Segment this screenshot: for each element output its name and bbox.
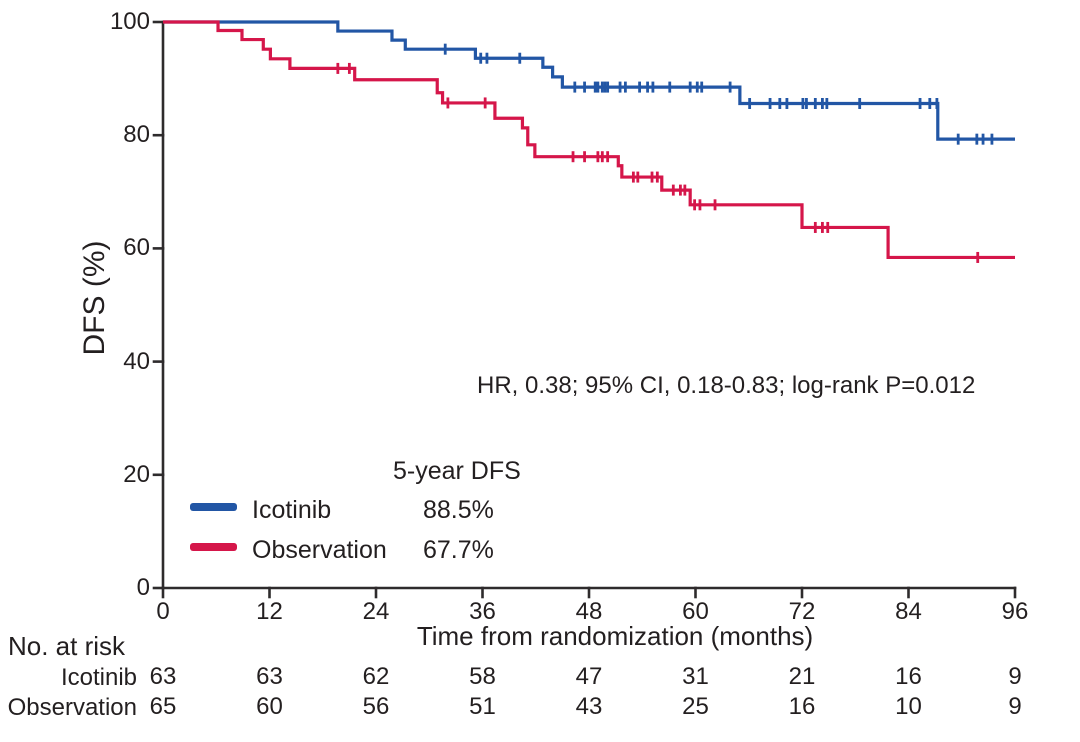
x-axis-title: Time from randomization (months) xyxy=(416,621,814,651)
icotinib-line-swatch xyxy=(190,503,237,511)
y-tick-label: 60 xyxy=(123,234,150,262)
risk-count-icotinib: 63 xyxy=(256,663,283,690)
x-tick-label: 96 xyxy=(1001,598,1029,625)
risk-count-observation: 16 xyxy=(788,693,816,720)
risk-count-icotinib: 21 xyxy=(788,663,816,690)
x-tick-label: 60 xyxy=(682,598,709,625)
risk-count-observation: 56 xyxy=(362,693,390,720)
risk-row-label-observation: Observation xyxy=(7,694,137,721)
y-tick-label: 40 xyxy=(123,347,150,375)
observation-line-swatch xyxy=(190,543,237,551)
stats-annotation: HR, 0.38; 95% CI, 0.18-0.83; log-rank P=… xyxy=(477,372,976,399)
risk-count-icotinib: 58 xyxy=(469,663,496,690)
risk-table-title: No. at risk xyxy=(8,631,126,661)
x-tick-label: 0 xyxy=(156,598,170,625)
km-curve-icotinib xyxy=(163,20,1015,141)
legend-label-icotinib: Icotinib xyxy=(252,496,332,524)
y-tick-label: 100 xyxy=(109,8,150,35)
risk-count-observation: 60 xyxy=(256,693,283,720)
risk-count-icotinib: 31 xyxy=(682,663,709,690)
risk-count-observation: 10 xyxy=(895,693,922,720)
risk-count-observation: 65 xyxy=(149,693,177,720)
x-tick-label: 36 xyxy=(469,598,496,625)
risk-count-observation: 51 xyxy=(469,693,496,720)
x-tick-label: 12 xyxy=(256,598,283,625)
y-tick-label: 80 xyxy=(123,121,150,149)
y-tick-label: 20 xyxy=(123,460,150,488)
legend-value-observation: 67.7% xyxy=(423,536,494,564)
x-tick-label: 24 xyxy=(362,598,390,625)
risk-count-icotinib: 62 xyxy=(362,663,390,690)
risk-count-icotinib: 9 xyxy=(1008,663,1022,690)
risk-row-label-icotinib: Icotinib xyxy=(60,664,137,691)
risk-count-icotinib: 16 xyxy=(895,663,922,690)
risk-count-observation: 25 xyxy=(682,693,709,720)
risk-count-observation: 43 xyxy=(575,693,603,720)
x-tick-label: 84 xyxy=(895,598,922,625)
legend-label-observation: Observation xyxy=(252,536,387,564)
x-tick-label: 48 xyxy=(575,598,603,625)
risk-count-icotinib: 47 xyxy=(575,663,603,690)
km-curve-observation xyxy=(163,20,1015,260)
risk-count-observation: 9 xyxy=(1008,693,1022,720)
legend-header: 5-year DFS xyxy=(393,457,521,485)
legend-value-icotinib: 88.5% xyxy=(423,496,494,524)
y-tick-label: 0 xyxy=(136,574,150,601)
x-tick-label: 72 xyxy=(788,598,816,625)
risk-count-icotinib: 63 xyxy=(149,663,177,690)
